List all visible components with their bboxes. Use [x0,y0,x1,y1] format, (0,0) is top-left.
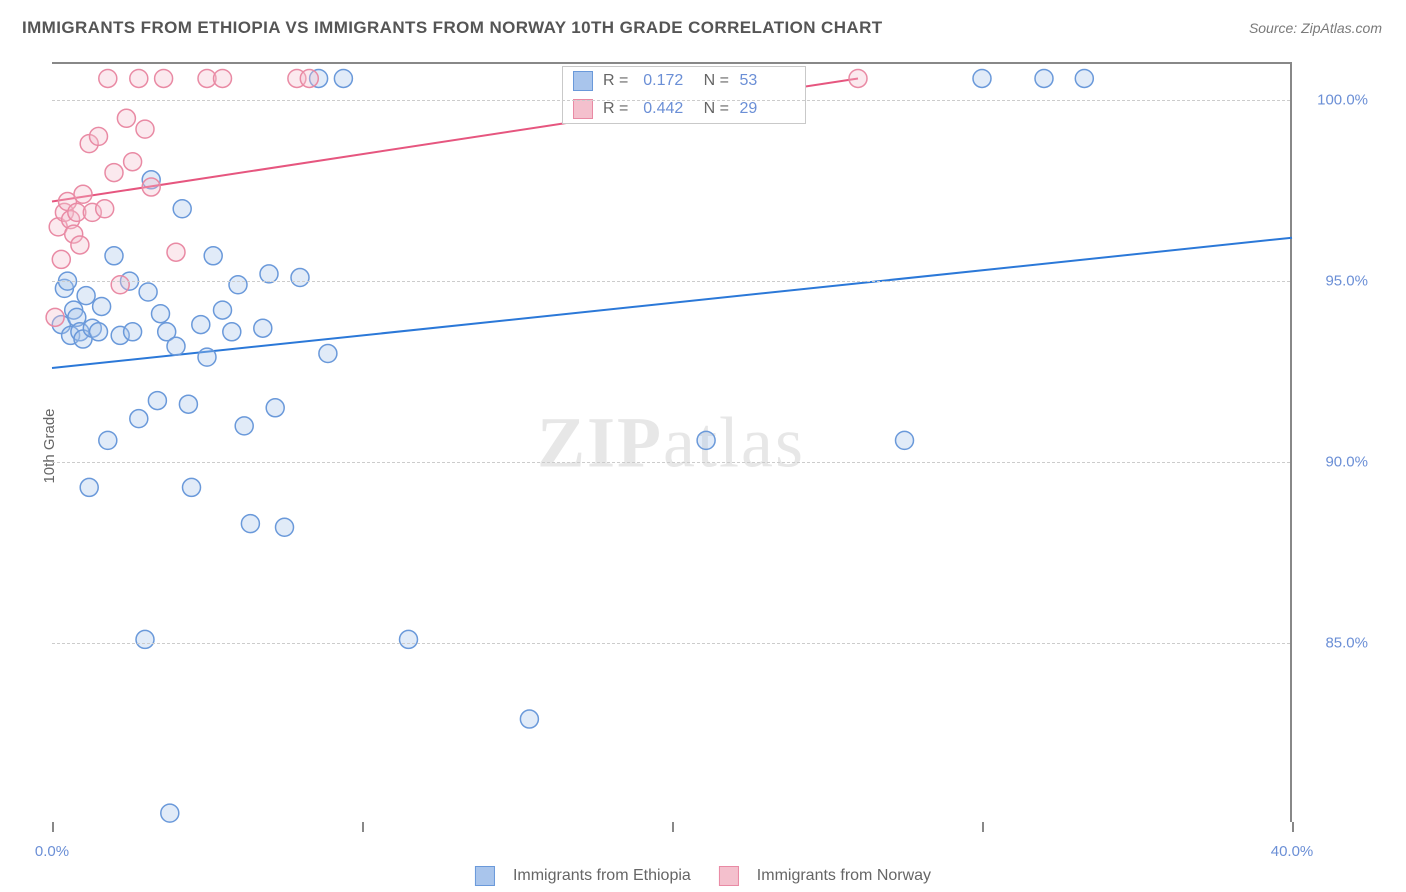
data-point [90,127,108,145]
y-tick-label: 85.0% [1325,635,1368,652]
legend-item: Immigrants from Ethiopia [475,866,691,886]
data-point [124,153,142,171]
data-point [173,200,191,218]
data-point [334,69,352,87]
stats-legend-row: R = 0.442 N = 29 [563,95,805,123]
data-point [179,395,197,413]
stats-text: R = 0.172 N = 53 [603,72,795,90]
data-point [130,69,148,87]
data-point [291,269,309,287]
data-point [229,276,247,294]
legend-swatch [719,866,739,886]
data-point [214,69,232,87]
data-point [152,305,170,323]
data-point [52,250,70,268]
data-point [74,185,92,203]
grid-line [52,462,1290,463]
data-point [46,308,64,326]
data-point [319,345,337,363]
chart-title: IMMIGRANTS FROM ETHIOPIA VS IMMIGRANTS F… [22,18,883,38]
data-point [155,69,173,87]
data-point [241,515,259,533]
x-tick-label: 40.0% [1271,843,1314,860]
x-tick [1292,822,1294,832]
series-legend: Immigrants from Ethiopia Immigrants from … [475,866,931,886]
data-point [300,69,318,87]
data-point [93,297,111,315]
data-point [99,69,117,87]
grid-line [52,281,1290,282]
data-point [235,417,253,435]
legend-swatch [475,866,495,886]
data-point [71,236,89,254]
data-point [1035,69,1053,87]
data-point [214,301,232,319]
data-point [697,431,715,449]
data-point [139,283,157,301]
legend-swatch [573,71,593,91]
data-point [124,323,142,341]
legend-label: Immigrants from Ethiopia [513,867,691,885]
grid-line [52,643,1290,644]
source-attribution: Source: ZipAtlas.com [1249,20,1382,36]
y-tick-label: 100.0% [1317,92,1368,109]
data-point [223,323,241,341]
stats-legend: R = 0.172 N = 53 R = 0.442 N = 29 [562,66,806,124]
data-point [117,109,135,127]
x-tick [362,822,364,832]
data-point [105,164,123,182]
data-point [198,348,216,366]
y-tick-label: 95.0% [1325,273,1368,290]
data-point [148,392,166,410]
data-point [167,243,185,261]
data-point [204,247,222,265]
y-tick-label: 90.0% [1325,454,1368,471]
data-point [99,431,117,449]
data-point [167,337,185,355]
grid-line [52,100,1290,101]
data-point [520,710,538,728]
data-point [161,804,179,822]
data-point [90,323,108,341]
trend-line [52,238,1292,368]
data-point [80,478,98,496]
data-point [276,518,294,536]
x-tick [52,822,54,832]
x-tick [672,822,674,832]
stats-legend-row: R = 0.172 N = 53 [563,67,805,95]
data-point [111,276,129,294]
legend-swatch [573,99,593,119]
data-point [254,319,272,337]
stats-text: R = 0.442 N = 29 [603,100,795,118]
x-tick [982,822,984,832]
data-point [400,630,418,648]
data-point [136,630,154,648]
chart-svg [52,64,1290,822]
data-point [105,247,123,265]
data-point [142,178,160,196]
data-point [266,399,284,417]
data-point [130,410,148,428]
data-point [136,120,154,138]
data-point [896,431,914,449]
legend-label: Immigrants from Norway [757,867,931,885]
data-point [1075,69,1093,87]
plot-area: ZIPatlas R = 0.172 N = 53R = 0.442 N = 2… [52,62,1292,822]
legend-item: Immigrants from Norway [719,866,931,886]
data-point [849,69,867,87]
data-point [77,287,95,305]
data-point [96,200,114,218]
data-point [192,316,210,334]
x-tick-label: 0.0% [35,843,69,860]
data-point [183,478,201,496]
data-point [973,69,991,87]
